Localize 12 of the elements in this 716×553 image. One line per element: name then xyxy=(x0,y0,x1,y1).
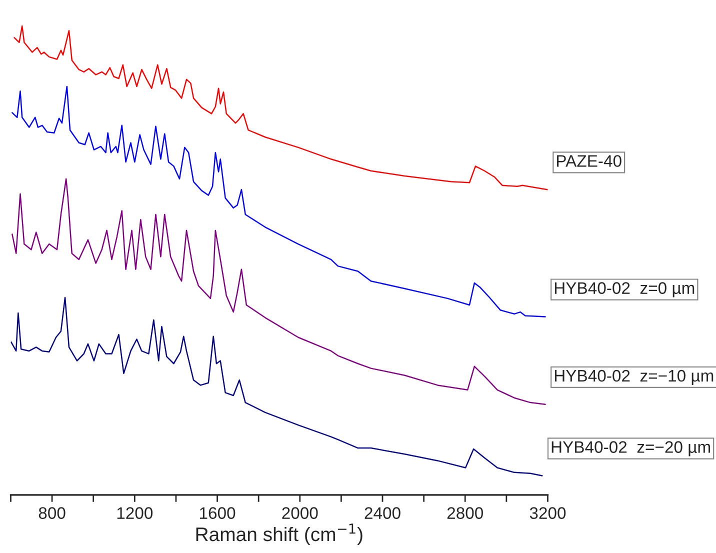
x-tick-label: 1600 xyxy=(200,507,236,519)
x-tick-label: 2400 xyxy=(364,507,400,519)
x-tick-label: 2000 xyxy=(282,507,318,519)
x-tick-label: 800 xyxy=(38,507,66,519)
series-label: HYB40-02 z=−20 µm xyxy=(552,441,710,456)
series-label: HYB40-02 z=−10 µm xyxy=(554,370,714,385)
series-label: HYB40-02 z=0 µm xyxy=(554,282,694,298)
x-axis-title: Raman shift (cm$^{−1}$) xyxy=(196,524,362,546)
x-tick-label: 2800 xyxy=(447,507,484,519)
series-label: PAZE-40 xyxy=(557,155,622,167)
x-tick-label: 3200 xyxy=(530,507,566,519)
x-tick-label: 1200 xyxy=(117,507,153,519)
